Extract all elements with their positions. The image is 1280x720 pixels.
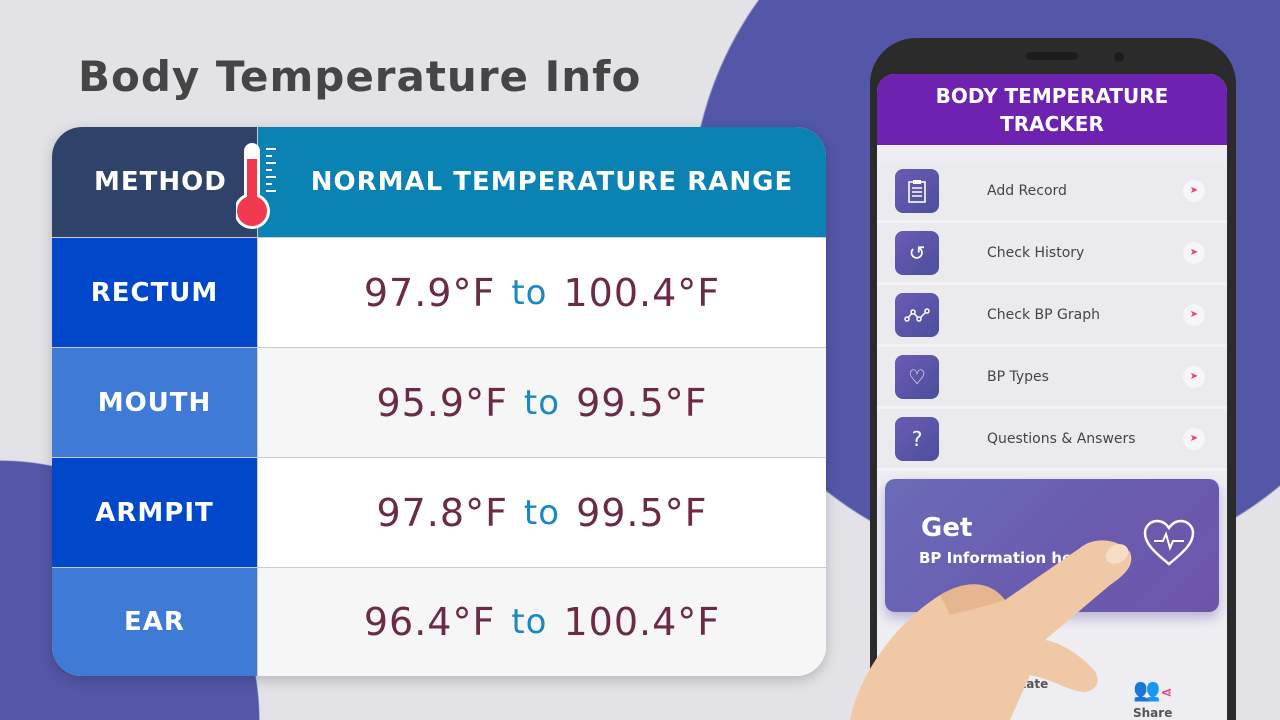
graph-icon	[895, 292, 939, 337]
page-title: Body Temperature Info	[78, 52, 642, 101]
heart-pulse-icon: ♡	[895, 354, 939, 399]
app-title-line1: BODY TEMPERATURE	[935, 84, 1169, 108]
range-to: 100.4°F	[563, 270, 721, 315]
menu-list: Add Record ➤ ↺ Check History ➤ Check BP …	[877, 161, 1227, 471]
menu-item-check-history[interactable]: ↺ Check History ➤	[877, 223, 1227, 285]
menu-item-bp-types[interactable]: ♡ BP Types ➤	[877, 347, 1227, 409]
clipboard-icon	[895, 168, 939, 213]
range-from: 97.8°F	[376, 490, 508, 535]
range-cell: 97.9°F to 100.4°F	[258, 238, 826, 347]
method-header: METHOD	[52, 127, 258, 237]
menu-label: Add Record	[987, 182, 1067, 199]
temperature-table: METHOD NORMAL TEMPERATURE RANGE RECTUM 9…	[52, 127, 826, 676]
phone-speaker	[1026, 52, 1078, 60]
range-to: 99.5°F	[576, 380, 708, 425]
nav-label: Share	[1133, 706, 1173, 720]
range-cell: 96.4°F to 100.4°F	[258, 568, 826, 676]
chevron-right-icon[interactable]: ➤	[1183, 427, 1205, 450]
range-to-word: to	[511, 272, 548, 313]
app-title-line2: TRACKER	[1000, 112, 1104, 136]
chevron-right-icon[interactable]: ➤	[1183, 365, 1205, 388]
table-row: EAR 96.4°F to 100.4°F	[52, 568, 826, 676]
range-from: 95.9°F	[376, 380, 508, 425]
banner-subtext: BP Information here	[919, 549, 1090, 567]
range-to-word: to	[523, 492, 561, 533]
thermometer-icon	[236, 143, 276, 229]
menu-item-add-record[interactable]: Add Record ➤	[877, 161, 1227, 223]
range-to-word: to	[511, 602, 548, 642]
table-row: MOUTH 95.9°F to 99.5°F	[52, 348, 826, 458]
share-icon: 👥⋖	[1133, 678, 1173, 703]
history-icon: ↺	[895, 230, 939, 275]
table-header: METHOD NORMAL TEMPERATURE RANGE	[52, 127, 826, 238]
range-cell: 95.9°F to 99.5°F	[258, 348, 826, 457]
range-cell: 97.8°F to 99.5°F	[258, 458, 826, 567]
method-cell: EAR	[52, 568, 258, 676]
menu-item-questions-answers[interactable]: ? Questions & Answers ➤	[877, 409, 1227, 471]
chevron-right-icon[interactable]: ➤	[1183, 241, 1205, 264]
menu-label: Check History	[987, 244, 1085, 261]
bp-info-banner[interactable]: Get BP Information here	[885, 479, 1219, 612]
range-to: 99.5°F	[576, 490, 708, 535]
menu-label: BP Types	[987, 368, 1049, 385]
menu-label: Questions & Answers	[987, 430, 1136, 447]
method-cell: ARMPIT	[52, 458, 258, 567]
heart-pulse-icon	[1143, 519, 1195, 566]
phone-camera	[1114, 52, 1124, 62]
banner-heading: Get	[921, 513, 973, 543]
range-to-word: to	[523, 382, 561, 423]
method-cell: RECTUM	[52, 238, 258, 347]
question-icon: ?	[895, 416, 939, 461]
range-header: NORMAL TEMPERATURE RANGE	[258, 127, 826, 237]
method-cell: MOUTH	[52, 348, 258, 457]
nav-share[interactable]: 👥⋖ Share	[1133, 678, 1172, 720]
range-to: 100.4°F	[563, 600, 721, 644]
table-row: RECTUM 97.9°F to 100.4°F	[52, 238, 826, 348]
menu-label: Check BP Graph	[987, 306, 1100, 323]
table-row: ARMPIT 97.8°F to 99.5°F	[52, 458, 826, 568]
menu-item-check-bp-graph[interactable]: Check BP Graph ➤	[877, 285, 1227, 347]
chevron-right-icon[interactable]: ➤	[1183, 179, 1205, 202]
chevron-right-icon[interactable]: ➤	[1183, 303, 1205, 326]
app-header: BODY TEMPERATURE TRACKER	[877, 74, 1227, 145]
range-from: 97.9°F	[363, 270, 496, 315]
pointing-hand-image	[850, 540, 1132, 720]
range-from: 96.4°F	[363, 600, 496, 644]
